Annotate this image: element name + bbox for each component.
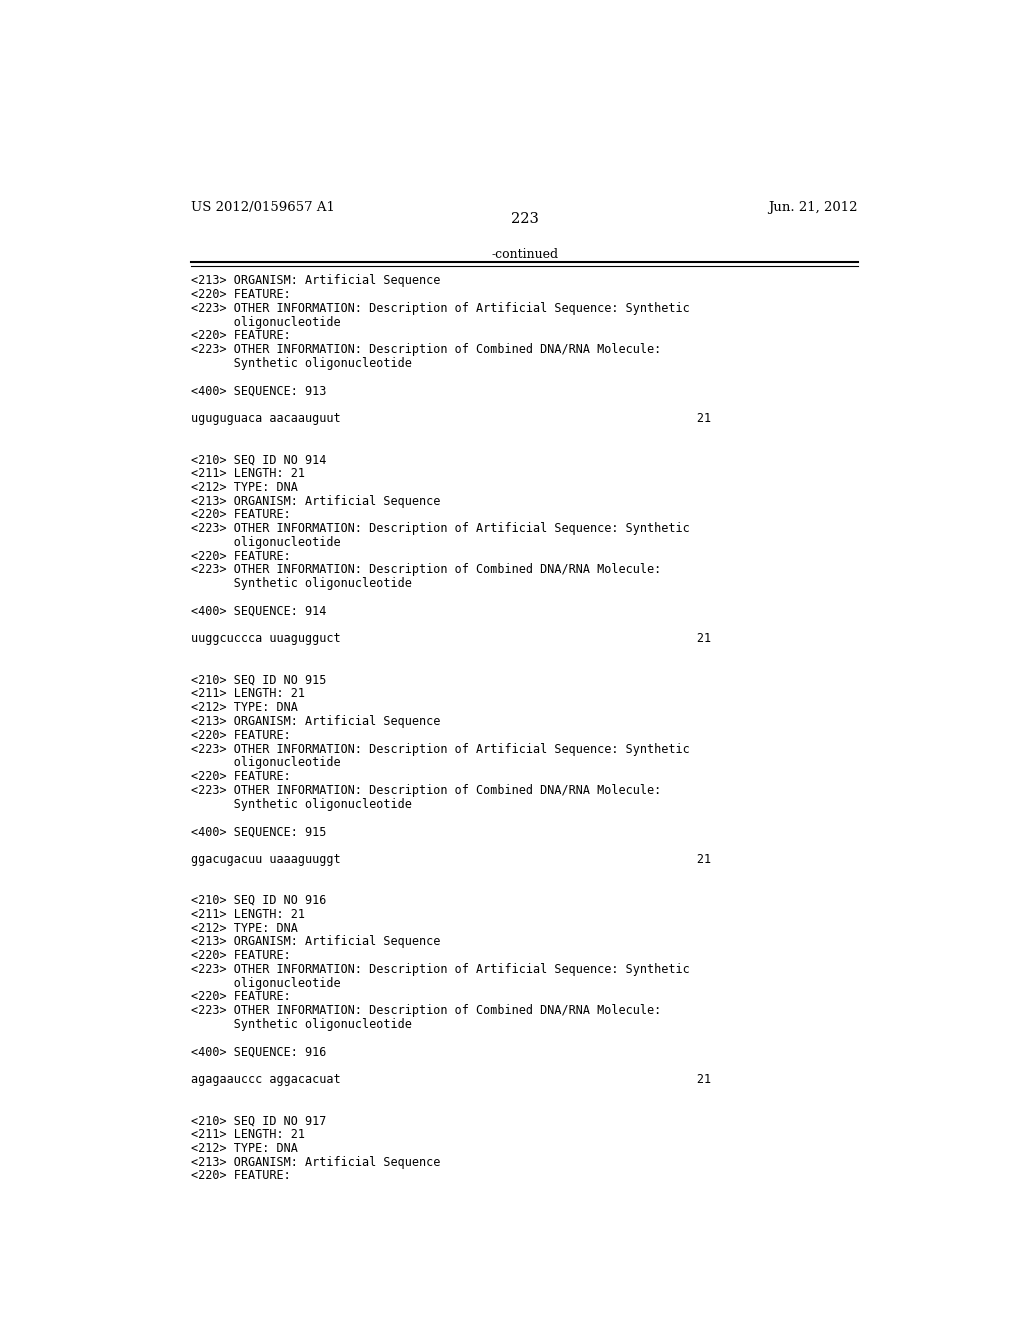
Text: <223> OTHER INFORMATION: Description of Combined DNA/RNA Molecule:: <223> OTHER INFORMATION: Description of … [191, 1005, 662, 1018]
Text: <212> TYPE: DNA: <212> TYPE: DNA [191, 480, 298, 494]
Text: <223> OTHER INFORMATION: Description of Artificial Sequence: Synthetic: <223> OTHER INFORMATION: Description of … [191, 743, 690, 755]
Text: <210> SEQ ID NO 917: <210> SEQ ID NO 917 [191, 1114, 327, 1127]
Text: <223> OTHER INFORMATION: Description of Artificial Sequence: Synthetic: <223> OTHER INFORMATION: Description of … [191, 523, 690, 535]
Text: <220> FEATURE:: <220> FEATURE: [191, 288, 291, 301]
Text: Synthetic oligonucleotide: Synthetic oligonucleotide [191, 797, 413, 810]
Text: <212> TYPE: DNA: <212> TYPE: DNA [191, 701, 298, 714]
Text: ggacugacuu uaaaguuggt                                                  21: ggacugacuu uaaaguuggt 21 [191, 853, 712, 866]
Text: <223> OTHER INFORMATION: Description of Artificial Sequence: Synthetic: <223> OTHER INFORMATION: Description of … [191, 302, 690, 314]
Text: oligonucleotide: oligonucleotide [191, 536, 341, 549]
Text: <220> FEATURE:: <220> FEATURE: [191, 549, 291, 562]
Text: <220> FEATURE:: <220> FEATURE: [191, 1170, 291, 1183]
Text: uuggcuccca uuagugguct                                                  21: uuggcuccca uuagugguct 21 [191, 632, 712, 645]
Text: <400> SEQUENCE: 915: <400> SEQUENCE: 915 [191, 825, 327, 838]
Text: <223> OTHER INFORMATION: Description of Combined DNA/RNA Molecule:: <223> OTHER INFORMATION: Description of … [191, 784, 662, 797]
Text: Synthetic oligonucleotide: Synthetic oligonucleotide [191, 577, 413, 590]
Text: <210> SEQ ID NO 915: <210> SEQ ID NO 915 [191, 673, 327, 686]
Text: <223> OTHER INFORMATION: Description of Artificial Sequence: Synthetic: <223> OTHER INFORMATION: Description of … [191, 962, 690, 975]
Text: <211> LENGTH: 21: <211> LENGTH: 21 [191, 467, 305, 480]
Text: <213> ORGANISM: Artificial Sequence: <213> ORGANISM: Artificial Sequence [191, 495, 441, 508]
Text: Synthetic oligonucleotide: Synthetic oligonucleotide [191, 1018, 413, 1031]
Text: <220> FEATURE:: <220> FEATURE: [191, 729, 291, 742]
Text: <213> ORGANISM: Artificial Sequence: <213> ORGANISM: Artificial Sequence [191, 715, 441, 729]
Text: <220> FEATURE:: <220> FEATURE: [191, 508, 291, 521]
Text: US 2012/0159657 A1: US 2012/0159657 A1 [191, 201, 336, 214]
Text: Jun. 21, 2012: Jun. 21, 2012 [769, 201, 858, 214]
Text: <211> LENGTH: 21: <211> LENGTH: 21 [191, 688, 305, 701]
Text: <220> FEATURE:: <220> FEATURE: [191, 990, 291, 1003]
Text: <213> ORGANISM: Artificial Sequence: <213> ORGANISM: Artificial Sequence [191, 936, 441, 948]
Text: <220> FEATURE:: <220> FEATURE: [191, 949, 291, 962]
Text: <210> SEQ ID NO 916: <210> SEQ ID NO 916 [191, 894, 327, 907]
Text: agagaauccc aggacacuat                                                  21: agagaauccc aggacacuat 21 [191, 1073, 712, 1086]
Text: 223: 223 [511, 213, 539, 226]
Text: oligonucleotide: oligonucleotide [191, 756, 341, 770]
Text: oligonucleotide: oligonucleotide [191, 315, 341, 329]
Text: <212> TYPE: DNA: <212> TYPE: DNA [191, 921, 298, 935]
Text: <220> FEATURE:: <220> FEATURE: [191, 330, 291, 342]
Text: <220> FEATURE:: <220> FEATURE: [191, 770, 291, 783]
Text: <212> TYPE: DNA: <212> TYPE: DNA [191, 1142, 298, 1155]
Text: Synthetic oligonucleotide: Synthetic oligonucleotide [191, 356, 413, 370]
Text: <213> ORGANISM: Artificial Sequence: <213> ORGANISM: Artificial Sequence [191, 1156, 441, 1168]
Text: <210> SEQ ID NO 914: <210> SEQ ID NO 914 [191, 453, 327, 466]
Text: <213> ORGANISM: Artificial Sequence: <213> ORGANISM: Artificial Sequence [191, 275, 441, 288]
Text: <400> SEQUENCE: 916: <400> SEQUENCE: 916 [191, 1045, 327, 1059]
Text: -continued: -continued [492, 248, 558, 261]
Text: oligonucleotide: oligonucleotide [191, 977, 341, 990]
Text: uguguguaca aacaauguut                                                  21: uguguguaca aacaauguut 21 [191, 412, 712, 425]
Text: <223> OTHER INFORMATION: Description of Combined DNA/RNA Molecule:: <223> OTHER INFORMATION: Description of … [191, 564, 662, 577]
Text: <211> LENGTH: 21: <211> LENGTH: 21 [191, 1129, 305, 1142]
Text: <223> OTHER INFORMATION: Description of Combined DNA/RNA Molecule:: <223> OTHER INFORMATION: Description of … [191, 343, 662, 356]
Text: <400> SEQUENCE: 913: <400> SEQUENCE: 913 [191, 384, 327, 397]
Text: <211> LENGTH: 21: <211> LENGTH: 21 [191, 908, 305, 921]
Text: <400> SEQUENCE: 914: <400> SEQUENCE: 914 [191, 605, 327, 618]
